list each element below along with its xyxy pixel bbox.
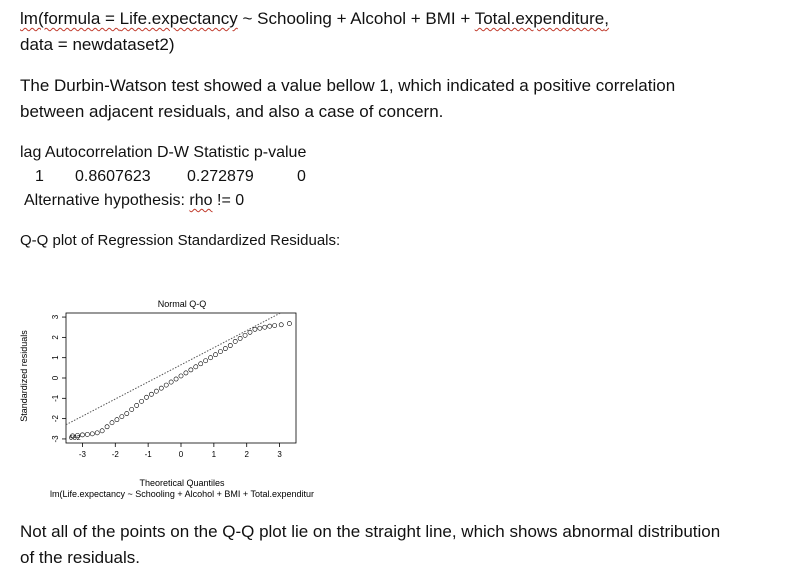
x-tick-label: -1 — [145, 450, 153, 459]
qq-point — [144, 394, 149, 400]
qq-point — [80, 432, 85, 438]
qq-point — [262, 324, 268, 330]
code-var-total-expenditure: Total.expenditure — [474, 9, 605, 28]
dw-statistic: 0.272879 — [187, 168, 254, 185]
data-points — [70, 321, 292, 439]
code-line-2: data = newdataset2) — [20, 35, 175, 54]
qq-point — [89, 431, 95, 437]
dw-lag: 1 — [35, 168, 44, 185]
qq-point — [119, 414, 125, 419]
qq-point — [173, 376, 179, 382]
qq-point — [267, 323, 273, 329]
qq-point — [168, 379, 174, 385]
model-subtitle: lm(Life.expectancy ~ Schooling + Alcohol… — [50, 489, 314, 499]
y-tick-label: -1 — [51, 394, 60, 402]
qq-point — [272, 323, 278, 328]
qq-plot: Normal Q-Q -3 -2 -1 0 1 2 3 -3 -2 -1 0 1 2 3 682 The… — [19, 299, 314, 499]
x-axis: -3 -2 -1 0 1 2 3 — [79, 443, 282, 459]
qq-point — [129, 407, 135, 412]
qq-point — [237, 335, 243, 341]
qq-point — [213, 352, 218, 358]
y-tick-label: -3 — [51, 435, 60, 443]
dw-alt-hypothesis: Alternative hypothesis: rho != 0 — [24, 190, 244, 212]
qq-point — [70, 433, 75, 439]
qq-point — [203, 358, 209, 364]
qq-point — [188, 367, 194, 373]
y-tick-label: 0 — [51, 375, 60, 380]
x-tick-label: 2 — [244, 450, 249, 459]
dw-p-value: 0 — [297, 168, 306, 185]
qq-point — [139, 398, 144, 404]
qq-point — [94, 430, 100, 436]
qq-point — [163, 382, 169, 388]
code-line-1: lm(formula = Life.expectancy ~ Schooling… — [20, 8, 609, 30]
y-axis: -3 -2 -1 0 1 2 3 — [51, 314, 66, 443]
dw-header: lag Autocorrelation D-W Statistic p-valu… — [20, 144, 307, 161]
alt-suffix: != 0 — [212, 192, 245, 209]
dw-autocorrelation: 0.8607623 — [75, 168, 151, 185]
y-tick-label: 1 — [51, 355, 60, 360]
qq-point — [124, 411, 130, 416]
paragraph2-line2: of the residuals. — [20, 548, 141, 567]
qq-point — [242, 332, 248, 338]
x-tick-label: -3 — [79, 450, 87, 459]
qq-point — [134, 403, 140, 408]
qq-point — [193, 364, 199, 370]
outlier-label: 682 — [69, 435, 81, 442]
y-axis-label: Standardized residuals — [19, 330, 29, 422]
qq-point — [287, 321, 292, 326]
x-tick-label: -2 — [112, 450, 120, 459]
x-tick-label: 0 — [179, 450, 184, 459]
qq-point — [257, 325, 263, 331]
qq-point — [198, 361, 204, 367]
qq-point — [153, 388, 159, 394]
x-axis-label: Theoretical Quantiles — [139, 478, 225, 488]
x-tick-label: 1 — [212, 450, 217, 459]
y-tick-label: 2 — [51, 335, 60, 340]
code-prefix: lm(formula = — [20, 9, 120, 28]
code-var-life-expectancy: Life.expectancy — [119, 9, 238, 28]
y-tick-label: -2 — [51, 415, 60, 423]
alt-prefix: Alternative hypothesis: — [24, 192, 190, 209]
y-tick-label: 3 — [51, 314, 60, 319]
qq-point — [158, 385, 164, 391]
qq-point — [208, 355, 213, 361]
alt-rho: rho — [189, 192, 213, 209]
qq-point — [227, 343, 233, 348]
paragraph2-line1: Not all of the points on the Q-Q plot li… — [20, 522, 721, 541]
qq-point — [183, 370, 189, 376]
qq-point — [232, 339, 238, 344]
qq-point — [75, 433, 80, 438]
paragraph1-line1: The Durbin-Watson test showed a value be… — [20, 76, 676, 95]
qq-point — [114, 417, 120, 423]
qq-point — [222, 346, 228, 351]
qq-point — [278, 322, 284, 328]
qq-point — [84, 432, 90, 437]
qq-point — [149, 391, 154, 397]
qq-point — [109, 420, 115, 426]
qq-point — [247, 329, 253, 335]
x-tick-label: 3 — [277, 450, 282, 459]
code-suffix: , — [604, 9, 609, 28]
qq-heading: Q-Q plot of Regression Standardized Resi… — [20, 232, 341, 249]
chart-title: Normal Q-Q — [158, 299, 207, 309]
qq-point — [252, 326, 258, 332]
paragraph1-line2: between adjacent residuals, and also a c… — [20, 102, 444, 121]
qq-point — [178, 373, 184, 379]
qq-point — [218, 349, 223, 354]
code-formula-middle: ~ Schooling + Alcohol + BMI + — [237, 9, 475, 28]
qq-point — [99, 428, 105, 434]
qq-point — [104, 424, 110, 430]
reference-line — [65, 312, 281, 426]
